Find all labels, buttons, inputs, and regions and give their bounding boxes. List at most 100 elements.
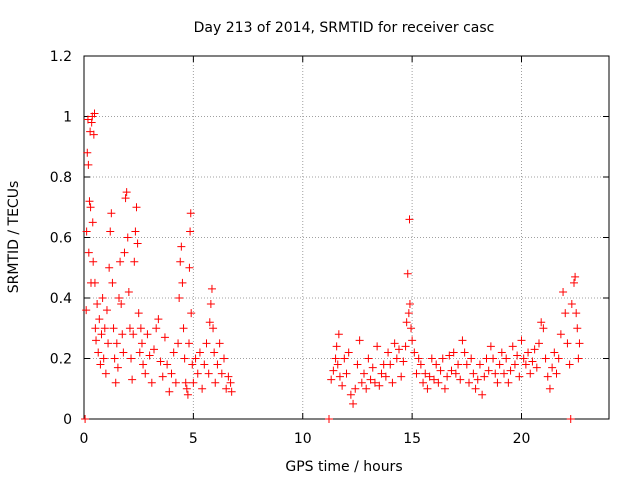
y-tick-label: 0.6 — [50, 231, 72, 247]
data-point — [152, 324, 161, 333]
data-point — [559, 287, 568, 296]
data-point — [497, 348, 506, 357]
data-point — [226, 378, 235, 387]
y-tick-label: 0.4 — [50, 291, 72, 307]
data-point — [120, 248, 129, 257]
data-point — [139, 360, 148, 369]
data-point — [160, 333, 169, 342]
data-point — [82, 227, 91, 236]
data-point — [193, 369, 202, 378]
data-point — [82, 306, 91, 315]
data-point — [573, 324, 582, 333]
data-point — [150, 345, 158, 354]
data-point — [465, 378, 473, 387]
data-point — [84, 248, 93, 257]
data-point — [116, 257, 125, 266]
gridlines — [84, 56, 609, 419]
data-point — [493, 378, 502, 387]
data-point — [346, 390, 355, 399]
data-point — [458, 336, 467, 345]
data-point — [112, 339, 121, 348]
data-point — [462, 360, 471, 369]
data-point — [554, 354, 563, 363]
data-point — [185, 263, 194, 272]
data-point — [504, 378, 513, 387]
data-point — [502, 354, 511, 363]
data-point — [360, 369, 368, 378]
x-tick-label: 20 — [513, 431, 531, 447]
data-point — [375, 381, 384, 390]
data-point — [332, 342, 341, 351]
data-point — [561, 309, 570, 318]
data-point — [107, 209, 116, 218]
data-point — [467, 354, 476, 363]
data-point — [178, 278, 187, 287]
data-point — [388, 378, 397, 387]
data-point — [495, 360, 504, 369]
data-point — [489, 354, 498, 363]
data-point — [451, 369, 460, 378]
data-point — [340, 354, 349, 363]
x-tick-label: 10 — [294, 431, 312, 447]
data-point — [430, 375, 438, 384]
data-point — [180, 354, 189, 363]
data-point — [342, 369, 351, 378]
data-point — [506, 366, 515, 375]
data-point — [177, 242, 186, 251]
data-point — [414, 354, 423, 363]
data-point — [191, 354, 200, 363]
data-point — [460, 348, 469, 357]
data-point — [206, 300, 215, 309]
data-point — [215, 339, 224, 348]
data-point — [416, 360, 425, 369]
data-point — [182, 384, 191, 393]
data-point — [445, 351, 454, 360]
data-point — [92, 336, 101, 345]
data-point — [408, 336, 417, 345]
data-point — [392, 354, 401, 363]
data-point — [124, 287, 133, 296]
data-point — [563, 339, 572, 348]
data-point — [440, 384, 449, 393]
data-point — [204, 369, 213, 378]
data-point — [134, 309, 143, 318]
data-point — [90, 278, 99, 287]
data-point — [91, 324, 100, 333]
data-point — [329, 366, 338, 375]
data-point — [567, 300, 576, 309]
data-point — [111, 378, 120, 387]
data-point — [571, 272, 580, 281]
data-point — [548, 363, 557, 372]
data-point — [349, 399, 358, 408]
data-point — [106, 227, 115, 236]
data-point — [95, 315, 104, 324]
data-point — [185, 339, 193, 348]
data-point — [331, 354, 340, 363]
data-point — [195, 348, 204, 357]
data-point — [131, 227, 140, 236]
data-point — [189, 378, 198, 387]
data-point — [127, 354, 136, 363]
data-point — [351, 384, 360, 393]
data-point — [473, 375, 482, 384]
data-point — [333, 360, 342, 369]
data-point — [443, 372, 452, 381]
data-point — [186, 227, 195, 236]
data-point — [145, 351, 154, 360]
data-point — [132, 203, 141, 212]
data-point — [175, 294, 184, 302]
data-point — [362, 384, 371, 393]
data-point — [565, 360, 574, 369]
data-point — [113, 363, 122, 372]
data-point — [84, 160, 93, 169]
data-point — [135, 348, 144, 357]
data-point — [158, 372, 167, 381]
data-point — [403, 269, 412, 278]
data-point — [366, 375, 375, 384]
data-point — [101, 369, 110, 378]
data-point — [526, 369, 535, 378]
data-point — [390, 339, 399, 348]
data-point — [402, 318, 411, 327]
data-point — [539, 324, 548, 333]
data-point — [136, 324, 145, 333]
